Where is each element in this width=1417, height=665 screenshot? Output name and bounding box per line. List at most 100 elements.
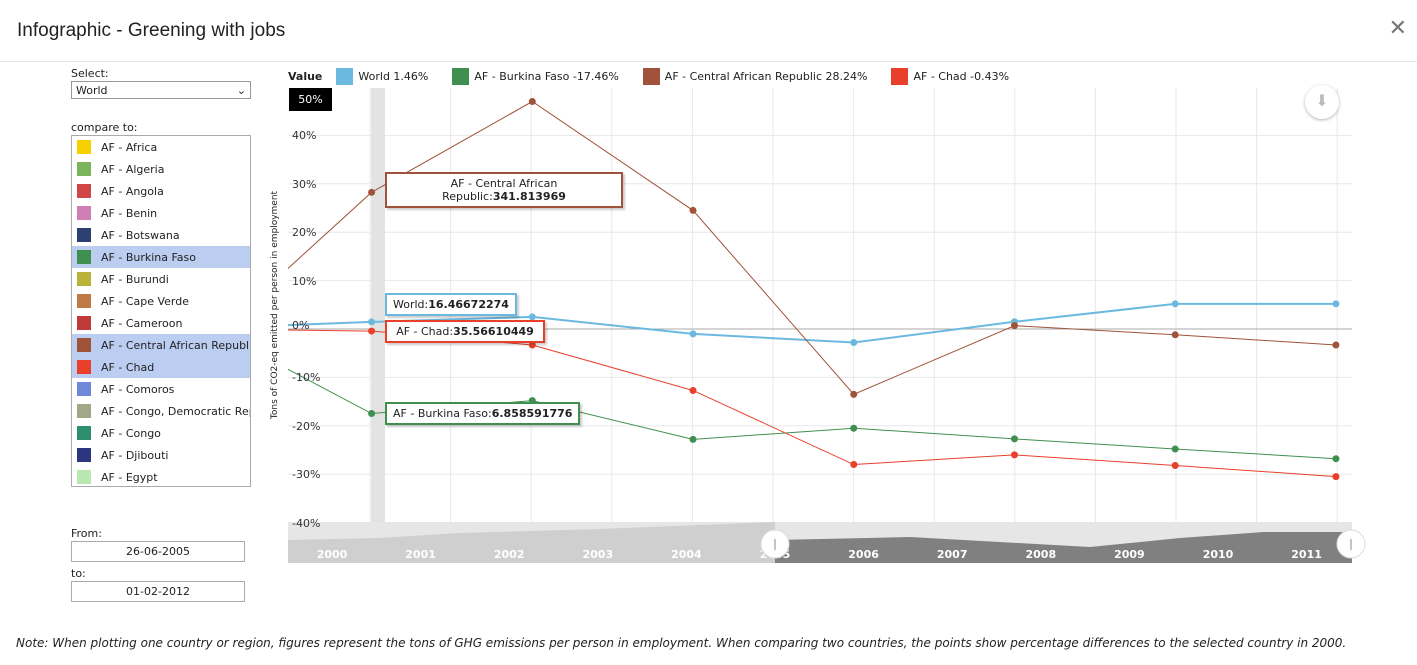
color-swatch	[77, 470, 91, 484]
data-point[interactable]	[528, 98, 536, 106]
compare-item-label: AF - Egypt	[101, 470, 158, 484]
legend-swatch	[452, 68, 470, 85]
tooltip-burkina: AF - Burkina Faso:6.858591776	[385, 402, 581, 425]
y-tick-label: 40%	[292, 129, 317, 143]
data-point[interactable]	[368, 327, 376, 335]
navigator-year-label: 2004	[671, 548, 702, 561]
data-point[interactable]	[528, 341, 536, 349]
y-tick-label: 20%	[292, 226, 317, 240]
navigator-year-label: 2002	[494, 548, 525, 561]
chevron-down-icon: ⌄	[236, 83, 246, 97]
legend-item[interactable]: World 1.46%	[336, 68, 428, 85]
data-point[interactable]	[1171, 445, 1179, 453]
compare-item[interactable]: AF - Chad	[72, 356, 250, 378]
region-select[interactable]: World ⌄	[71, 81, 251, 99]
from-date-input[interactable]: 26-06-2005	[71, 541, 245, 562]
data-point[interactable]	[207, 325, 214, 332]
compare-item[interactable]: AF - Comoros	[72, 378, 250, 400]
compare-item[interactable]: AF - Cameroon	[72, 312, 250, 334]
compare-item[interactable]: AF - Congo, Democratic Republic	[72, 400, 250, 422]
compare-item[interactable]: AF - Benin	[72, 202, 250, 224]
select-label: Select:	[71, 67, 109, 80]
legend-title: Value	[288, 70, 323, 83]
chart-legend: Value World 1.46% AF - Burkina Faso -17.4…	[288, 68, 1033, 85]
compare-item[interactable]: AF - Angola	[72, 180, 250, 202]
data-point[interactable]	[368, 410, 376, 418]
compare-item[interactable]: AF - Botswana	[72, 224, 250, 246]
compare-item-label: AF - Djibouti	[101, 448, 169, 462]
color-swatch	[77, 382, 91, 396]
compare-item-label: AF - Congo, Democratic Republic	[101, 404, 250, 418]
data-point[interactable]	[1332, 455, 1340, 463]
data-point[interactable]	[689, 386, 697, 394]
from-label: From:	[71, 527, 102, 540]
close-icon[interactable]: ✕	[1388, 16, 1407, 41]
compare-item[interactable]: AF - Algeria	[72, 158, 250, 180]
data-point[interactable]	[850, 424, 858, 432]
color-swatch	[77, 140, 91, 154]
compare-item-label: AF - Comoros	[101, 382, 175, 396]
dialog-title: Infographic - Greening with jobs	[17, 20, 286, 41]
data-point[interactable]	[207, 326, 214, 333]
legend-item[interactable]: AF - Chad -0.43%	[891, 68, 1009, 85]
data-point[interactable]	[1010, 322, 1018, 330]
navigator-selected-area	[775, 532, 1352, 563]
navigator-year-label: 2000	[317, 548, 348, 561]
data-point[interactable]	[1332, 300, 1340, 308]
color-swatch	[77, 206, 91, 220]
compare-item[interactable]: AF - Congo	[72, 422, 250, 444]
data-point[interactable]	[850, 390, 858, 398]
navigator-year-label: 2007	[937, 548, 968, 561]
data-point[interactable]	[689, 435, 697, 443]
to-date-input[interactable]: 01-02-2012	[71, 581, 245, 602]
compare-label: compare to:	[71, 121, 138, 134]
data-point[interactable]	[1171, 300, 1179, 308]
legend-swatch	[642, 68, 660, 85]
y-tick-label: 10%	[292, 274, 317, 288]
color-swatch	[77, 316, 91, 330]
data-point[interactable]	[207, 335, 214, 342]
color-swatch	[77, 294, 91, 308]
data-point[interactable]	[850, 461, 858, 469]
tooltip-chad: AF - Chad:35.56610449	[385, 320, 545, 343]
compare-item[interactable]: AF - Djibouti	[72, 444, 250, 466]
download-icon[interactable]: ⬇	[1305, 85, 1339, 119]
legend-label: World 1.46%	[358, 70, 429, 83]
y-tick-label: 30%	[292, 177, 317, 191]
legend-item[interactable]: AF - Central African Republic 28.24%	[642, 68, 867, 85]
compare-item-label: AF - Cape Verde	[101, 294, 189, 308]
data-point[interactable]	[1171, 331, 1179, 339]
data-point[interactable]	[689, 330, 697, 338]
compare-item[interactable]: AF - Burundi	[72, 268, 250, 290]
compare-list[interactable]: AF - Africa AF - Algeria AF - Angola AF - B…	[71, 135, 251, 487]
color-swatch	[77, 250, 91, 264]
legend-item[interactable]: AF - Burkina Faso -17.46%	[452, 68, 619, 85]
navigator-area	[288, 522, 775, 563]
compare-item-label: AF - Chad	[101, 360, 155, 374]
compare-item-label: AF - Benin	[101, 206, 158, 220]
data-point[interactable]	[368, 188, 376, 196]
navigator-year-label: 2001	[405, 548, 436, 561]
y-tick-label: -30%	[292, 468, 321, 482]
data-point[interactable]	[1332, 341, 1340, 349]
data-point[interactable]	[1010, 451, 1018, 459]
data-point[interactable]	[850, 339, 858, 347]
data-point[interactable]	[1332, 473, 1340, 481]
navigator-year-label: 2003	[582, 548, 613, 561]
data-point[interactable]	[1010, 435, 1018, 443]
to-label: to:	[71, 567, 86, 580]
legend-label: AF - Burkina Faso -17.46%	[474, 70, 619, 83]
compare-item[interactable]: AF - Egypt	[72, 466, 250, 486]
compare-item[interactable]: AF - Africa	[72, 136, 250, 158]
color-swatch	[77, 404, 91, 418]
compare-item[interactable]: AF - Central African Republic	[72, 334, 250, 356]
data-point[interactable]	[207, 325, 214, 332]
legend-swatch	[891, 68, 909, 85]
data-point[interactable]	[1171, 461, 1179, 469]
data-point[interactable]	[689, 206, 697, 214]
compare-item-label: AF - Cameroon	[101, 316, 183, 330]
data-point[interactable]	[368, 318, 376, 326]
compare-item[interactable]: AF - Burkina Faso	[72, 246, 250, 268]
compare-item[interactable]: AF - Cape Verde	[72, 290, 250, 312]
data-point[interactable]	[528, 313, 536, 321]
